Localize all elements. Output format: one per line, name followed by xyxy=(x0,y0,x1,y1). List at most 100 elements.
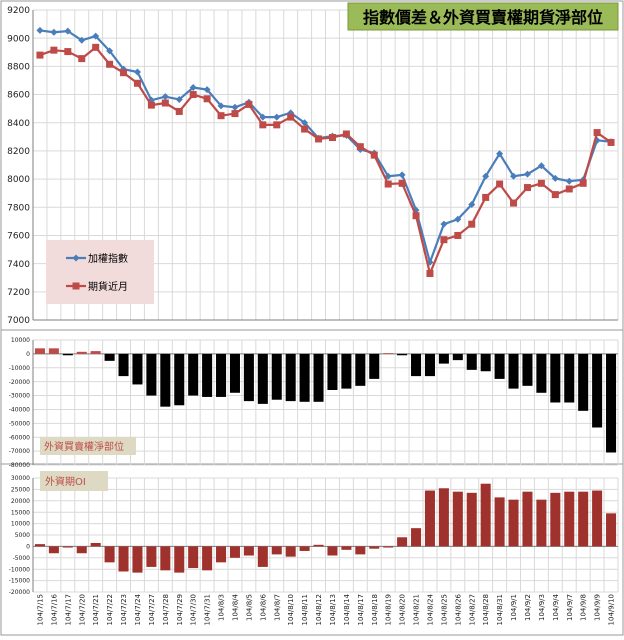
data-point-futures xyxy=(315,135,323,143)
net-position-bar xyxy=(397,353,408,356)
x-tick-label: 104/8/5 xyxy=(245,594,253,621)
open-interest-bar xyxy=(592,490,603,547)
net-position-bar xyxy=(522,353,533,386)
net-position-bar xyxy=(174,353,185,406)
y-tick-label: -30000 xyxy=(9,393,30,400)
data-point-futures xyxy=(217,112,225,120)
data-point-futures xyxy=(454,231,462,239)
open-interest-bar xyxy=(411,528,422,547)
data-point-futures xyxy=(384,180,392,188)
net-position-bar xyxy=(578,353,589,411)
open-interest-bar xyxy=(313,544,324,547)
x-tick-label: 104/7/23 xyxy=(120,594,128,625)
data-point-index xyxy=(36,26,44,34)
data-point-index xyxy=(454,215,462,223)
x-tick-label: 104/8/21 xyxy=(413,594,421,625)
net-position-bar xyxy=(550,353,561,403)
x-tick-label: 104/7/31 xyxy=(204,594,212,625)
x-tick-label: 104/8/17 xyxy=(357,594,365,625)
open-interest-bar xyxy=(369,546,380,549)
open-interest-bar xyxy=(188,546,199,569)
data-point-futures xyxy=(273,121,281,129)
open-interest-bar xyxy=(452,491,463,547)
data-point-futures xyxy=(161,99,169,107)
data-point-futures xyxy=(468,220,476,228)
y-tick-label: -15000 xyxy=(9,578,30,585)
data-point-index xyxy=(231,103,239,111)
open-interest-bar xyxy=(578,491,589,547)
data-point-index xyxy=(510,172,518,180)
x-tick-label: 104/8/19 xyxy=(385,594,393,625)
x-tick-label: 104/7/21 xyxy=(92,594,100,625)
open-interest-bar xyxy=(424,490,435,547)
chart-title: 指數價差＆外資買賣權期貨淨部位 xyxy=(363,8,603,27)
data-point-index xyxy=(259,113,267,121)
x-tick-label: 104/8/12 xyxy=(315,594,323,625)
open-interest-bar xyxy=(202,546,213,571)
x-tick-label: 104/9/1 xyxy=(510,594,518,621)
y-tick-label: -50000 xyxy=(9,420,30,427)
y-tick-label: 8000 xyxy=(7,175,30,185)
net-position-bar xyxy=(411,353,422,377)
net-position-bar xyxy=(216,353,227,397)
open-interest-bar xyxy=(522,491,533,547)
y-tick-label: 8800 xyxy=(7,63,30,73)
data-point-index xyxy=(78,36,86,44)
open-interest-bar xyxy=(34,544,45,547)
open-interest-bar xyxy=(285,546,296,557)
open-interest-bar xyxy=(383,546,394,548)
x-tick-label: 104/8/24 xyxy=(426,593,434,625)
open-interest-bar xyxy=(48,546,59,554)
title-box xyxy=(347,2,619,31)
open-interest-bar xyxy=(243,546,254,556)
y-tick-label: 7000 xyxy=(7,316,30,326)
x-tick-label: 104/7/22 xyxy=(106,594,114,625)
data-point-futures xyxy=(50,46,58,54)
open-interest-bar xyxy=(536,499,547,547)
data-point-index xyxy=(301,119,309,127)
x-tick-label: 104/8/14 xyxy=(343,593,351,625)
net-position-bar xyxy=(202,353,213,397)
open-interest-bar xyxy=(480,483,491,547)
x-tick-label: 104/8/27 xyxy=(468,594,476,625)
data-point-futures xyxy=(551,191,559,199)
net-position-bar xyxy=(118,353,129,377)
open-interest-bar xyxy=(299,546,310,551)
y-tick-label: 8400 xyxy=(7,119,30,129)
data-point-index xyxy=(161,93,169,101)
open-interest-bar xyxy=(397,537,408,547)
y-tick-label: -20000 xyxy=(9,589,30,596)
data-point-futures xyxy=(510,199,518,207)
y-tick-label: 7600 xyxy=(7,232,30,242)
open-interest-bar xyxy=(550,492,561,547)
y-tick-label: -80000 xyxy=(9,462,30,469)
data-point-futures xyxy=(147,101,155,109)
open-interest-bar xyxy=(494,497,505,547)
net-position-bar xyxy=(243,353,254,402)
data-point-futures xyxy=(301,125,309,133)
open-interest-bar xyxy=(438,488,449,547)
data-point-futures xyxy=(106,60,114,68)
net-position-bar xyxy=(424,353,435,377)
x-tick-label: 104/9/2 xyxy=(524,594,532,621)
data-point-index xyxy=(203,86,211,94)
open-interest-bar xyxy=(160,546,171,571)
open-interest-bar xyxy=(76,546,87,554)
data-point-futures xyxy=(78,55,86,63)
net-position-bar xyxy=(229,353,240,393)
open-interest-bar xyxy=(271,546,282,555)
x-tick-label: 104/9/10 xyxy=(608,594,616,625)
y-tick-label: -40000 xyxy=(9,407,30,414)
x-tick-label: 104/7/16 xyxy=(50,593,58,625)
y-tick-label: 0 xyxy=(26,544,30,551)
x-tick-label: 104/8/26 xyxy=(454,593,462,625)
open-interest-bar xyxy=(355,546,366,555)
data-point-futures xyxy=(523,184,531,192)
legend-marker-futures xyxy=(72,282,80,290)
net-position-bar xyxy=(606,353,617,453)
x-tick-label: 104/9/3 xyxy=(538,594,546,621)
y-tick-label: 8600 xyxy=(7,91,30,101)
net-position-bar xyxy=(104,353,115,361)
